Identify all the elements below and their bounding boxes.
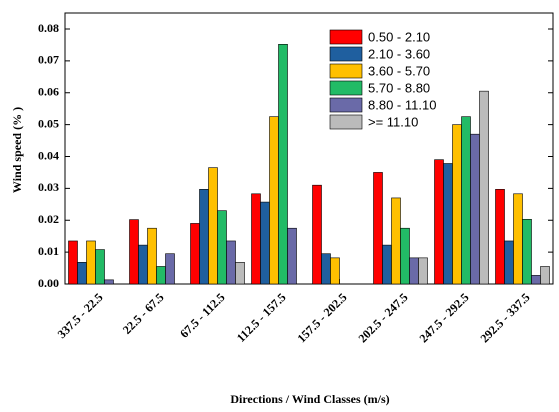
bar bbox=[104, 279, 114, 285]
legend-label: 3.60 - 5.70 bbox=[368, 63, 430, 78]
bar bbox=[470, 133, 480, 285]
bar bbox=[217, 210, 227, 285]
x-axis-title: Directions / Wind Classes (m/s) bbox=[230, 392, 389, 406]
bar bbox=[287, 227, 297, 285]
legend-swatch bbox=[329, 46, 363, 62]
bar bbox=[418, 257, 428, 285]
bar bbox=[312, 184, 322, 285]
x-tick-label: 112.5 - 157.5 bbox=[234, 290, 289, 345]
y-tick-label: 0.06 bbox=[38, 85, 59, 99]
bar bbox=[269, 116, 279, 285]
x-tick-label: 337.5 - 22.5 bbox=[55, 290, 106, 341]
y-tick-label: 0.01 bbox=[38, 244, 59, 258]
bar bbox=[129, 219, 139, 285]
y-axis-title: Wind speed (% ) bbox=[10, 107, 24, 193]
legend-swatch bbox=[329, 63, 363, 79]
x-tick-label: 202.5 - 247.5 bbox=[355, 290, 410, 345]
legend-label: 8.80 - 11.10 bbox=[368, 97, 436, 112]
y-tick-label: 0.07 bbox=[38, 53, 59, 67]
bar bbox=[199, 189, 209, 285]
x-tick-label: 67.5 - 112.5 bbox=[177, 290, 227, 340]
legend-label: >= 11.10 bbox=[368, 114, 418, 129]
bar bbox=[382, 244, 392, 285]
bar bbox=[95, 249, 105, 285]
bar bbox=[86, 240, 96, 285]
bar bbox=[190, 223, 200, 285]
y-tick-label: 0.00 bbox=[38, 276, 59, 290]
bar bbox=[68, 240, 78, 285]
legend-label: 5.70 - 8.80 bbox=[368, 80, 430, 95]
bar bbox=[495, 189, 505, 285]
x-tick-label: 292.5 - 337.5 bbox=[477, 290, 532, 345]
y-tick-label: 0.08 bbox=[38, 21, 59, 35]
bar bbox=[251, 193, 261, 285]
legend-label: 0.50 - 2.10 bbox=[368, 29, 430, 44]
bar bbox=[373, 172, 383, 285]
bar bbox=[434, 159, 444, 285]
bar bbox=[479, 90, 489, 285]
bar bbox=[226, 240, 236, 285]
bar bbox=[260, 201, 270, 285]
bar bbox=[443, 163, 453, 285]
plot-frame bbox=[64, 12, 554, 285]
bar bbox=[278, 43, 288, 285]
bar bbox=[321, 253, 331, 285]
x-tick-label: 157.5 - 202.5 bbox=[294, 290, 349, 345]
bar bbox=[391, 197, 401, 285]
bar bbox=[409, 257, 419, 285]
bar bbox=[531, 275, 541, 285]
bar bbox=[522, 218, 532, 285]
bar bbox=[77, 262, 87, 285]
bar bbox=[165, 253, 175, 285]
x-tick-label: 247.5 - 292.5 bbox=[416, 290, 471, 345]
bar bbox=[400, 227, 410, 285]
bar bbox=[452, 124, 462, 285]
y-tick-label: 0.04 bbox=[38, 148, 59, 162]
legend-label: 2.10 - 3.60 bbox=[368, 46, 430, 61]
bar bbox=[235, 262, 245, 285]
y-tick-label: 0.05 bbox=[38, 116, 59, 130]
bar bbox=[461, 116, 471, 285]
y-tick-label: 0.03 bbox=[38, 180, 59, 194]
y-tick-label: 0.02 bbox=[38, 212, 59, 226]
x-tick-label: 22.5 - 67.5 bbox=[120, 290, 167, 337]
legend-swatch bbox=[329, 97, 363, 113]
bar bbox=[540, 266, 550, 285]
legend-swatch bbox=[329, 80, 363, 96]
legend-swatch bbox=[329, 114, 363, 130]
legend-swatch bbox=[329, 29, 363, 45]
bar bbox=[208, 167, 218, 285]
bar bbox=[138, 244, 148, 285]
bar bbox=[156, 266, 166, 285]
bar bbox=[330, 257, 340, 285]
bar bbox=[513, 193, 523, 285]
bar bbox=[504, 240, 514, 285]
bar bbox=[147, 227, 157, 285]
